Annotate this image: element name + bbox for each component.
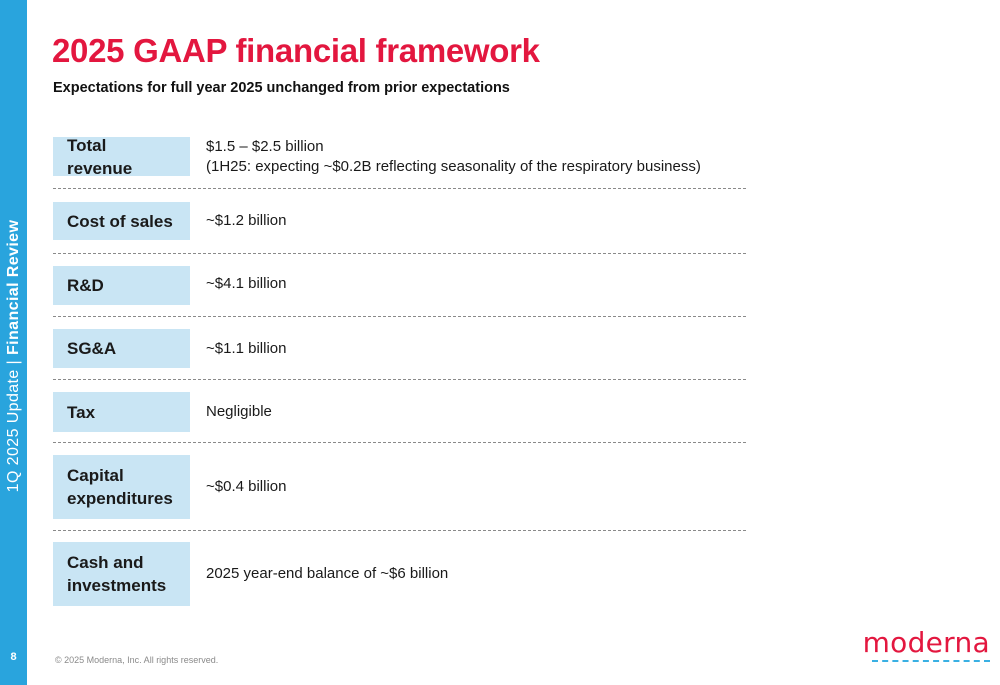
sidebar: 1Q 2025 Update | Financial Review 8 bbox=[0, 0, 27, 685]
section-label-review: Financial Review bbox=[5, 219, 22, 356]
section-label-update: 1Q 2025 Update | bbox=[5, 359, 22, 493]
row-value: ~$4.1 billion bbox=[206, 275, 287, 292]
moderna-logo: moderna bbox=[863, 628, 990, 662]
row-value: 2025 year-end balance of ~$6 billion bbox=[206, 565, 449, 582]
row-label: Cost of sales bbox=[53, 202, 190, 240]
row-value-line: $1.5 – $2.5 billion bbox=[206, 138, 324, 155]
row-label: R&D bbox=[53, 266, 190, 305]
row-value: ~$0.4 billion bbox=[206, 478, 287, 495]
table-row: SG&A ~$1.1 billion bbox=[53, 317, 746, 380]
framework-table: Total revenue $1.5 – $2.5 billion (1H25:… bbox=[53, 136, 746, 609]
row-value: ~$1.1 billion bbox=[206, 340, 287, 357]
row-value: Negligible bbox=[206, 403, 272, 420]
row-label-text: R&D bbox=[67, 276, 104, 295]
table-row: Capital expenditures ~$0.4 billion bbox=[53, 443, 746, 531]
row-value: $1.5 – $2.5 billion (1H25: expecting ~$0… bbox=[206, 137, 701, 177]
row-label-text: SG&A bbox=[67, 339, 117, 358]
table-row: Tax Negligible bbox=[53, 380, 746, 443]
page-number: 8 bbox=[10, 651, 17, 663]
row-label-text: Capital bbox=[67, 466, 124, 485]
row-label-text: Cash and bbox=[67, 553, 144, 572]
copyright-notice: © 2025 Moderna, Inc. All rights reserved… bbox=[55, 655, 219, 665]
table-row: Cash and investments 2025 year-end balan… bbox=[53, 531, 746, 609]
table-row: R&D ~$4.1 billion bbox=[53, 254, 746, 317]
row-value: ~$1.2 billion bbox=[206, 212, 287, 229]
logo-wordmark: moderna bbox=[862, 626, 990, 659]
row-label: Tax bbox=[53, 392, 190, 432]
logo-dashed-rule bbox=[872, 660, 990, 662]
table-row: Cost of sales ~$1.2 billion bbox=[53, 189, 746, 254]
row-label: Cash and investments bbox=[53, 542, 190, 606]
row-label-text: Cost of sales bbox=[67, 211, 173, 231]
table-row: Total revenue $1.5 – $2.5 billion (1H25:… bbox=[53, 136, 746, 189]
row-value-note: (1H25: expecting ~$0.2B reflecting seaso… bbox=[206, 158, 701, 175]
page-title: 2025 GAAP financial framework bbox=[52, 32, 540, 69]
row-label: Capital expenditures bbox=[53, 455, 190, 519]
row-label: SG&A bbox=[53, 329, 190, 368]
page-subtitle: Expectations for full year 2025 unchange… bbox=[53, 80, 510, 96]
row-label: Total revenue bbox=[53, 136, 190, 178]
row-label-text: Total revenue bbox=[67, 135, 133, 178]
row-label-text: investments bbox=[67, 576, 167, 595]
section-label: 1Q 2025 Update | Financial Review bbox=[5, 220, 23, 493]
row-label-text: Tax bbox=[67, 402, 96, 422]
row-label-text: expenditures bbox=[67, 489, 173, 508]
